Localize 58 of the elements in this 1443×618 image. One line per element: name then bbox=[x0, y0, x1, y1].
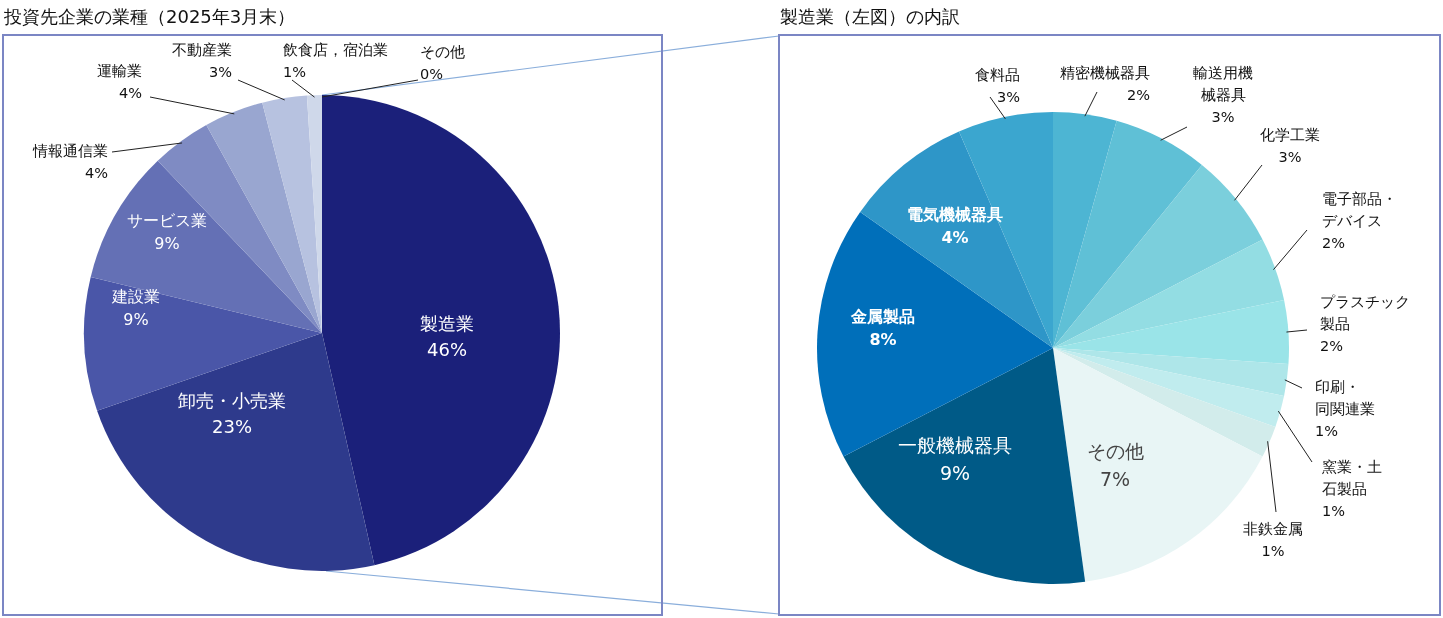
chart-title: 投資先企業の業種（2025年3月末） bbox=[3, 6, 296, 27]
data-label: 23% bbox=[211, 416, 253, 438]
data-label: 46% bbox=[426, 339, 468, 361]
pie-slice bbox=[97, 333, 375, 571]
slice-label: サービス業 bbox=[127, 211, 207, 230]
data-label: 3% bbox=[1211, 109, 1235, 125]
data-label: 1% bbox=[1322, 503, 1346, 519]
pie-slice bbox=[1053, 112, 1117, 348]
data-label: 3% bbox=[1278, 149, 1302, 165]
data-label: 4% bbox=[941, 228, 969, 248]
data-label: 1% bbox=[283, 64, 307, 80]
data-label: 1% bbox=[1261, 543, 1285, 559]
pie-slice bbox=[1053, 164, 1263, 348]
pie-slice bbox=[1053, 348, 1285, 428]
data-label: 2% bbox=[1322, 235, 1346, 251]
slice-label: 卸売・小売業 bbox=[178, 390, 286, 411]
pie-slice bbox=[262, 95, 322, 333]
slice-label: 運輸業 bbox=[97, 63, 142, 79]
text: 0% bbox=[420, 66, 444, 82]
slice-label: 非鉄金属 bbox=[1243, 521, 1303, 537]
slice-label: 不動産業 bbox=[172, 42, 232, 58]
slice-label: 輸送用機械器具 bbox=[1193, 65, 1253, 103]
slice-label: 電気機械器具 bbox=[907, 205, 1003, 224]
data-label: 2% bbox=[1126, 87, 1150, 103]
data-label: 2% bbox=[1320, 338, 1344, 354]
slice-label: 一般機械器具 bbox=[898, 434, 1012, 456]
slice-label: その他 bbox=[1086, 440, 1144, 462]
data-label: 9% bbox=[939, 461, 971, 484]
slice-label: 情報通信業 bbox=[32, 143, 108, 159]
pie-slice bbox=[1053, 120, 1202, 348]
chart-title: 製造業（左図）の内訳 bbox=[780, 6, 960, 27]
data-label: 4% bbox=[118, 85, 142, 101]
slice-label: 飲食店，宿泊業 bbox=[283, 42, 388, 58]
pie-slice bbox=[322, 95, 560, 566]
data-label: 1% bbox=[1315, 423, 1339, 439]
data-label: 7% bbox=[1099, 467, 1131, 490]
slice-label: 化学工業 bbox=[1260, 127, 1320, 143]
data-label: 4% bbox=[84, 165, 108, 181]
data-label: 9% bbox=[123, 310, 149, 330]
slice-label: 電子部品・デバイス bbox=[1322, 191, 1397, 229]
slice-label: 窯業・土石製品 bbox=[1322, 459, 1382, 497]
pie-slice bbox=[157, 125, 322, 333]
slice-label: 建設業 bbox=[111, 287, 160, 306]
pie-slice bbox=[843, 348, 1086, 584]
slice-label: 印刷・同関連業 bbox=[1315, 379, 1375, 417]
slice-label: 精密機械器具 bbox=[1060, 65, 1150, 81]
data-label: 3% bbox=[996, 89, 1020, 105]
pie-slice bbox=[206, 102, 322, 333]
pie-slice bbox=[84, 276, 322, 411]
category-label: その他 bbox=[420, 44, 465, 60]
slice-label: 食料品 bbox=[975, 67, 1020, 83]
slice-label: 金属製品 bbox=[850, 307, 915, 326]
data-label: 9% bbox=[154, 234, 180, 254]
data-label: 8% bbox=[869, 330, 897, 350]
pie-slice bbox=[1053, 348, 1289, 397]
slice-label: プラスチック製品 bbox=[1320, 294, 1410, 332]
data-label: 3% bbox=[208, 64, 232, 80]
slice-label: 製造業 bbox=[420, 313, 474, 334]
